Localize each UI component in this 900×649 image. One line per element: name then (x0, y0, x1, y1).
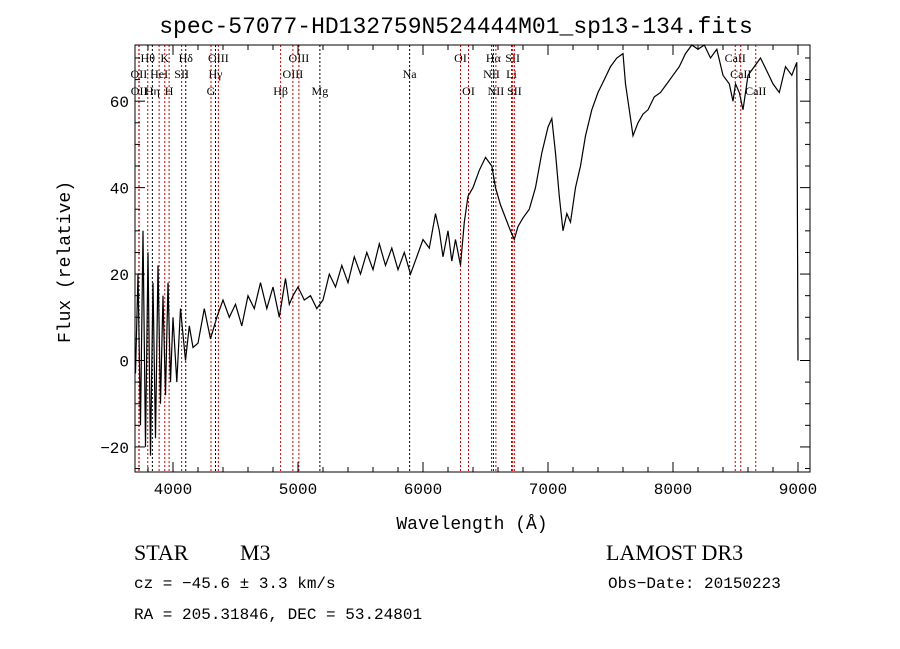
object-subclass: M3 (240, 540, 271, 565)
line-marker-label: OIII (289, 51, 310, 65)
y-tick-label: −20 (100, 440, 129, 458)
line-marker-label: OI (462, 84, 475, 98)
line-marker-label: Mg (312, 84, 329, 98)
chart-title: spec-57077-HD132759N524444M01_sp13-134.f… (159, 14, 753, 40)
line-marker-label: HeI (150, 67, 168, 81)
plot-frame (134, 44, 811, 473)
line-marker-label: CaII (725, 51, 746, 65)
line-marker-label: Hγ (209, 67, 224, 81)
line-marker-label: Hθ (141, 51, 156, 65)
y-tick-label: 0 (119, 353, 129, 371)
x-tick-label: 8000 (654, 481, 692, 499)
line-marker-label: NII (483, 67, 500, 81)
line-marker-label: CaII (730, 67, 751, 81)
y-tick-label: 60 (110, 94, 129, 112)
line-marker-label: SII (507, 84, 522, 98)
obs-date-text: Obs−Date: 20150223 (608, 575, 781, 593)
line-marker-label: CaII (745, 84, 766, 98)
line-marker-label: SII (505, 51, 520, 65)
spectrum-line (134, 44, 799, 456)
line-marker-label: OIII (283, 67, 304, 81)
line-marker-label: H (165, 84, 174, 98)
y-axis-label: Flux (relative) (56, 181, 76, 343)
line-marker-label: Hη (145, 84, 160, 98)
line-marker-label: Hβ (273, 84, 288, 98)
line-marker-label: SII (174, 67, 189, 81)
line-marker-label: Li (506, 67, 517, 81)
object-class: STAR (134, 540, 189, 565)
x-tick-label: 9000 (779, 481, 817, 499)
line-marker-label: Hα (486, 51, 502, 65)
spectrum-series (134, 44, 799, 456)
y-tick-label: 40 (110, 181, 129, 199)
y-tick-label: 20 (110, 267, 129, 285)
x-tick-label: 7000 (529, 481, 567, 499)
x-tick-label: 4000 (154, 481, 192, 499)
line-marker-label: Hδ (179, 51, 194, 65)
coords-text: RA = 205.31846, DEC = 53.24801 (134, 606, 422, 624)
line-marker-label: Na (403, 67, 418, 81)
line-marker-label: OIII (208, 51, 229, 65)
line-marker-label: NII (488, 84, 505, 98)
x-axis-label: Wavelength (Å) (396, 514, 547, 535)
line-marker-label: K (160, 51, 169, 65)
redshift-text: cz = −45.6 ± 3.3 km/s (134, 575, 336, 593)
line-marker-label: G (207, 84, 216, 98)
x-tick-label: 5000 (279, 481, 317, 499)
x-tick-label: 6000 (404, 481, 442, 499)
line-marker-label: OI (454, 51, 467, 65)
axes: 4000 5000 6000 7000 8000 9000 −20 0 20 40 60 (100, 44, 817, 499)
survey-label: LAMOST DR3 (606, 540, 743, 565)
